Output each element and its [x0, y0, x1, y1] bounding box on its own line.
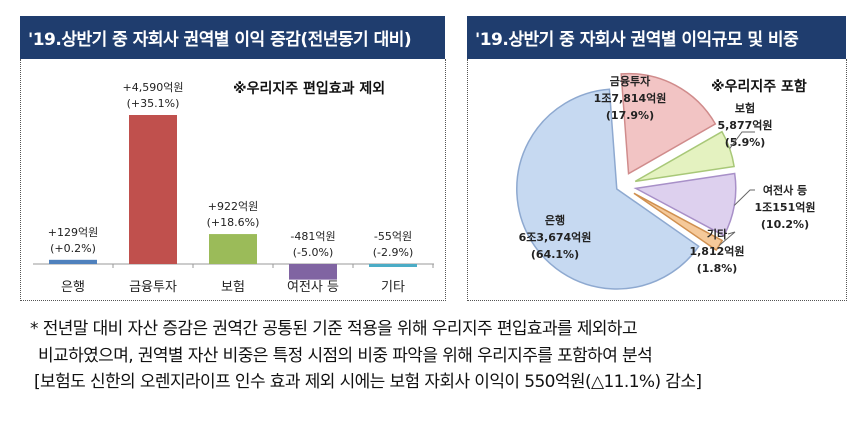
- pie-amount-label: 1,812억원: [689, 244, 744, 258]
- bar-category-label: 은행: [61, 279, 85, 295]
- pie-leader-line: [718, 231, 736, 246]
- pie-category-label: 보험: [735, 101, 755, 115]
- pie-slice-2: [634, 130, 735, 183]
- bar-2: [209, 234, 257, 264]
- bar-chart-title: '19.상반기 중 자회사 권역별 이익 증감(전년동기 대비): [28, 30, 412, 50]
- pie-category-label: 은행: [545, 213, 565, 227]
- pie-chart-title: '19.상반기 중 자회사 권역별 이익규모 및 비중: [475, 30, 799, 50]
- bar-3: [289, 264, 337, 280]
- footnote-line-1: * 전년말 대비 자산 증감은 권역간 공통된 기준 적용을 위해 우리지주 편…: [30, 319, 638, 339]
- pie-amount-label: 1조7,814억원: [594, 91, 667, 105]
- bar-value-label: +922억원: [208, 200, 258, 213]
- pie-amount-label: 1조151억원: [755, 200, 816, 214]
- pie-chart-panel: [467, 59, 847, 301]
- bar-category-label: 금융투자: [129, 280, 177, 295]
- pie-pct-label: (17.9%): [606, 109, 654, 122]
- footnote-line-3: [보험도 신한의 오렌지라이프 인수 효과 제외 시에는 보험 자회사 이익이 …: [34, 372, 702, 392]
- pie-chart-title-bar: '19.상반기 중 자회사 권역별 이익규모 및 비중: [467, 16, 846, 59]
- bar-0: [49, 259, 97, 264]
- bar-1: [129, 115, 177, 264]
- bar-4: [369, 264, 417, 267]
- pie-pct-label: (1.8%): [697, 262, 738, 275]
- bar-pct-label: (-5.0%): [293, 246, 334, 259]
- pie-leader-line: [733, 189, 755, 206]
- pie-slice-1: [620, 72, 717, 175]
- pie-pct-label: (5.9%): [725, 136, 766, 149]
- pie-leader-line: [729, 131, 755, 149]
- pie-chart-note: ※우리지주 포함: [711, 79, 807, 95]
- pie-category-label: 금융투자: [610, 74, 651, 88]
- pie-amount-label: 5,877억원: [717, 118, 772, 132]
- pie-category-label: 여전사 등: [763, 183, 807, 197]
- bar-pct-label: (+35.1%): [127, 97, 180, 110]
- bar-category-label: 여전사 등: [287, 280, 339, 295]
- bar-value-label: +129억원: [48, 226, 98, 239]
- bar-category-label: 보험: [221, 280, 245, 295]
- pie-pct-label: (64.1%): [531, 248, 579, 261]
- bar-chart-note: ※우리지주 편입효과 제외: [233, 81, 386, 97]
- bar-pct-label: (-2.9%): [373, 246, 414, 259]
- pie-pct-label: (10.2%): [761, 218, 809, 231]
- pie-slice-0: [516, 88, 700, 290]
- pie-category-label: 기타: [707, 227, 728, 241]
- bar-pct-label: (+0.2%): [50, 242, 96, 255]
- footnote-line-2: 비교하였으며, 권역별 자산 비중은 특정 시점의 비중 파악을 위해 우리지주…: [38, 346, 653, 366]
- bar-category-label: 기타: [381, 280, 405, 295]
- bar-pct-label: (+18.6%): [207, 216, 260, 229]
- pie-amount-label: 6조3,674억원: [519, 230, 592, 244]
- bar-value-label: +4,590억원: [123, 81, 184, 94]
- bar-chart-panel: [20, 59, 446, 301]
- pie-slice-4: [633, 192, 724, 252]
- bar-value-label: -55억원: [374, 230, 412, 243]
- bar-chart-title-bar: '19.상반기 중 자회사 권역별 이익 증감(전년동기 대비): [20, 16, 445, 59]
- bar-value-label: -481억원: [290, 230, 335, 243]
